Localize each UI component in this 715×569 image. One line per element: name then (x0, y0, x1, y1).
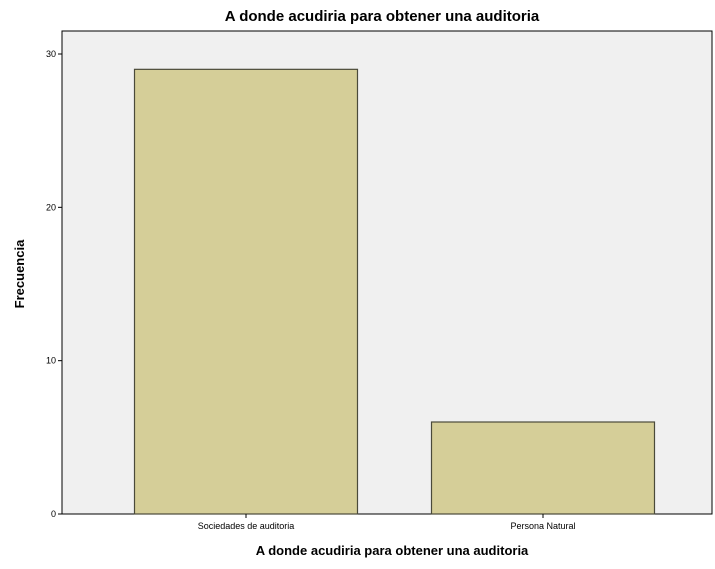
y-axis-label: Frecuencia (12, 239, 27, 308)
y-axis: 0 10 20 30 (46, 49, 62, 519)
x-axis-label: A donde acudiria para obtener una audito… (256, 543, 529, 558)
x-tick-label: Persona Natural (510, 521, 575, 531)
chart-title: A donde acudiria para obtener una audito… (225, 8, 540, 25)
x-axis: Sociedades de auditoria Persona Natural (198, 514, 576, 531)
y-tick-label: 30 (46, 49, 56, 59)
y-tick-label: 0 (51, 509, 56, 519)
y-tick-label: 20 (46, 202, 56, 212)
bar-1 (133, 68, 359, 515)
bar-2 (430, 421, 656, 515)
x-tick-label: Sociedades de auditoria (198, 521, 295, 531)
y-tick-label: 10 (46, 356, 56, 366)
